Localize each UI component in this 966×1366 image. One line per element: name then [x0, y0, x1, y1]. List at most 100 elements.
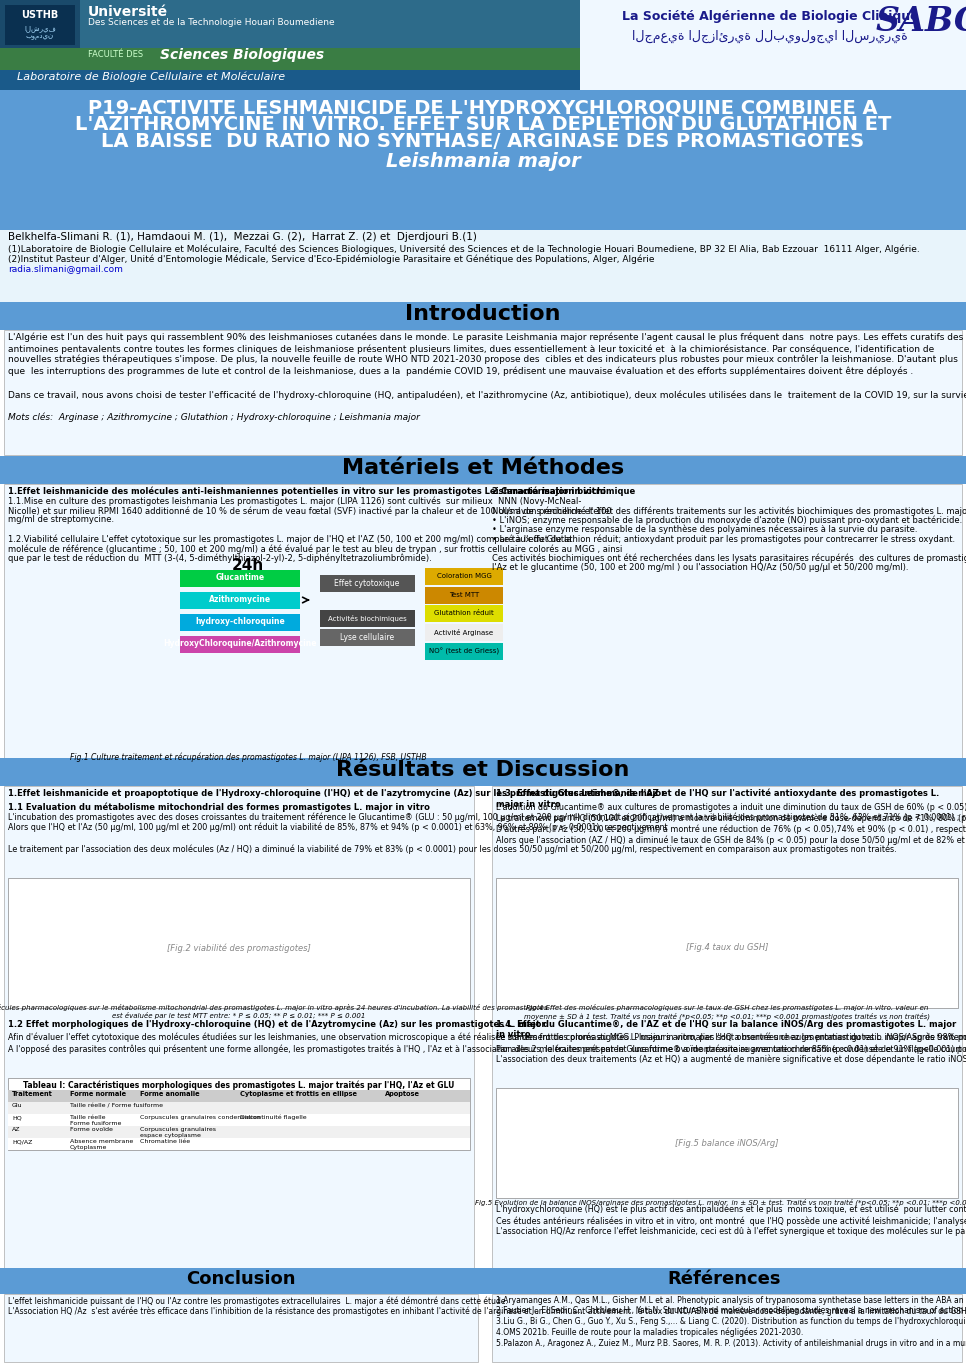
Bar — [0, 758, 966, 785]
Text: • L'iNOS; enzyme responsable de la production du monoxyde d'azote (NO) puissant : • L'iNOS; enzyme responsable de la produ… — [492, 515, 962, 525]
Text: Traitement: Traitement — [12, 1091, 53, 1097]
Text: molécule de référence (glucantime ; 50, 100 et 200 mg/ml) a été évalué par le te: molécule de référence (glucantime ; 50, … — [8, 544, 622, 553]
Bar — [496, 878, 958, 1008]
Text: La Société Algérienne de Biologie Clinique: La Société Algérienne de Biologie Cliniq… — [622, 10, 919, 23]
Text: Nous avons recherché l'effet des différents traitements sur les activités biochi: Nous avons recherché l'effet des différe… — [492, 505, 966, 515]
Text: Taille réelle
Forme fusiforme: Taille réelle Forme fusiforme — [70, 1115, 122, 1126]
Text: Activité Arginase: Activité Arginase — [435, 628, 494, 635]
Text: Résultats et Discussion: Résultats et Discussion — [336, 759, 630, 780]
Text: Apoptose: Apoptose — [385, 1091, 420, 1097]
Bar — [0, 456, 966, 484]
Text: الجمعية الجزائرية للبيولوجيا السريرية: الجمعية الجزائرية للبيولوجيا السريرية — [632, 30, 908, 44]
Text: Des Sciences et de la Technologie Houari Boumediene: Des Sciences et de la Technologie Houari… — [88, 18, 334, 27]
Text: HydroxyChloroquine/Azithromycine: HydroxyChloroquine/Azithromycine — [163, 639, 317, 649]
Text: LA BAISSE  DU RATIO NO SYNTHASE/ ARGINASE DES PROMASTIGOTES: LA BAISSE DU RATIO NO SYNTHASE/ ARGINASE… — [101, 133, 865, 152]
Bar — [8, 878, 470, 1008]
Text: Chromatine liée: Chromatine liée — [140, 1139, 190, 1143]
Text: Fig.4 Effet des molécules pharmacologiques sur le taux de GSH chez les promastig: Fig.4 Effet des molécules pharmacologiqu… — [524, 1004, 930, 1019]
Text: HQ/AZ: HQ/AZ — [12, 1139, 33, 1143]
Bar — [4, 1294, 478, 1362]
Bar — [425, 568, 503, 585]
Text: Références: Références — [668, 1270, 781, 1288]
Text: Matériels et Méthodes: Matériels et Méthodes — [342, 458, 624, 478]
Text: HQ: HQ — [12, 1115, 22, 1120]
Text: Fig.1 Culture traitement et récupération des promastigotes L. major (LIPA 1126),: Fig.1 Culture traitement et récupération… — [70, 753, 426, 761]
Text: L'hydroxychloroquine (HQ) est le plus actif des antipaludéens et le plus  moins : L'hydroxychloroquine (HQ) est le plus ac… — [496, 1205, 966, 1236]
Text: Effet cytotoxique: Effet cytotoxique — [334, 578, 400, 587]
Text: 24h: 24h — [232, 557, 264, 572]
Bar — [580, 0, 966, 90]
Text: Forme normale: Forme normale — [70, 1091, 127, 1097]
Bar — [425, 605, 503, 622]
Text: [Fig.4 taux du GSH]: [Fig.4 taux du GSH] — [686, 944, 768, 952]
Text: mg/ml de streptomycine.: mg/ml de streptomycine. — [8, 515, 114, 525]
Bar — [180, 637, 300, 653]
Text: 1.3. Effet du Glucantime®, de l'AZ et de l'HQ sur l'activité antioxydante des pr: 1.3. Effet du Glucantime®, de l'AZ et de… — [496, 790, 939, 809]
Text: 1.Effet leishmanicide des molécules anti-leishmaniennes potentielles in vitro su: 1.Effet leishmanicide des molécules anti… — [8, 488, 606, 496]
Text: Glucantime: Glucantime — [215, 574, 265, 582]
Bar — [492, 1294, 962, 1362]
Text: Afin d'évaluer l'effet cytotoxique des molécules étudiées sur les leishmanies, u: Afin d'évaluer l'effet cytotoxique des m… — [8, 1033, 966, 1053]
Text: Le traitement des promastigotes L. major in vitro, par l'HQ a montré une augment: Le traitement des promastigotes L. major… — [496, 1033, 966, 1064]
Text: Activités biochimiques: Activités biochimiques — [327, 615, 407, 622]
Text: Glu: Glu — [12, 1102, 22, 1108]
Bar — [8, 1090, 470, 1102]
Text: FACULTÉ DES: FACULTÉ DES — [88, 51, 146, 59]
Bar — [492, 785, 962, 1281]
Text: Belkhelfa-Slimani R. (1), Hamdaoui M. (1),  Mezzai G. (2),  Harrat Z. (2) et  Dj: Belkhelfa-Slimani R. (1), Hamdaoui M. (1… — [8, 232, 477, 242]
Bar — [180, 570, 300, 587]
Text: الشريف
بومدين: الشريف بومدين — [24, 25, 56, 40]
Bar — [0, 0, 580, 90]
Text: Taille réelle / Forme fusiforme: Taille réelle / Forme fusiforme — [70, 1102, 163, 1108]
Bar — [8, 1115, 470, 1126]
Text: Nicolle) et sur milieu RPMI 1640 additionné de 10 % de sérum de veau fœtal (SVF): Nicolle) et sur milieu RPMI 1640 additio… — [8, 505, 611, 515]
Bar — [5, 5, 75, 45]
Text: Introduction: Introduction — [406, 305, 560, 324]
Text: AZ: AZ — [12, 1127, 20, 1132]
Bar — [0, 1268, 483, 1294]
Bar — [320, 611, 415, 627]
Bar — [8, 1078, 470, 1150]
Text: [Fig.5 balance iNOS/Arg]: [Fig.5 balance iNOS/Arg] — [675, 1138, 779, 1147]
Text: Conclusion: Conclusion — [186, 1270, 296, 1288]
Text: 1.4. Effet du Glucantime®, de l'AZ et de l'HQ sur la balance iNOS/Arg des promas: 1.4. Effet du Glucantime®, de l'AZ et de… — [496, 1020, 956, 1040]
Bar — [425, 624, 503, 641]
Text: Leishmania major: Leishmania major — [385, 152, 581, 171]
Text: Tableau I: Caractéristiques morphologiques des promastigotes L. major traités pa: Tableau I: Caractéristiques morphologiqu… — [23, 1081, 455, 1090]
Text: 1.Effet leishmanicide et proapoptotique de l'Hydroxy-chloroquine (l'HQ) et de l': 1.Effet leishmanicide et proapoptotique … — [8, 790, 666, 798]
Text: Discontinuité flagelle: Discontinuité flagelle — [240, 1115, 306, 1120]
Text: L'effet leishmanicide puissant de l'HQ ou l'Az contre les promastigotes extracel: L'effet leishmanicide puissant de l'HQ o… — [8, 1296, 966, 1317]
Text: L'addition du Glucantime® aux cultures de promastigotes a induit une diminution : L'addition du Glucantime® aux cultures d… — [496, 803, 966, 846]
Bar — [4, 785, 474, 1281]
Text: • L'arginase enzyme responsable de la synthèse des polyamines nécessaires à la s: • L'arginase enzyme responsable de la sy… — [492, 525, 918, 534]
Bar — [0, 90, 966, 229]
Bar — [0, 229, 966, 302]
Text: Corpuscules granulaires
espace cytoplasme: Corpuscules granulaires espace cytoplasm… — [140, 1127, 216, 1138]
Bar — [4, 331, 962, 455]
Text: Corpuscules granulaires condensation: Corpuscules granulaires condensation — [140, 1115, 261, 1120]
Text: Azithromycine: Azithromycine — [209, 596, 271, 605]
Text: Absence membrane
Cytoplasme: Absence membrane Cytoplasme — [70, 1139, 133, 1150]
Bar — [8, 1138, 470, 1150]
Text: radia.slimani@gmail.com: radia.slimani@gmail.com — [8, 265, 123, 275]
Text: USTHB: USTHB — [21, 10, 59, 20]
Bar — [180, 591, 300, 609]
Text: 1.Aryamanges A.M., Qas M.L., Gisher M.L et al. Phenotypic analysis of trypanosom: 1.Aryamanges A.M., Qas M.L., Gisher M.L … — [496, 1296, 966, 1348]
Text: Ces activités biochimiques ont été recherchées dans les lysats parasitaires récu: Ces activités biochimiques ont été reche… — [492, 553, 966, 563]
Text: L'Algérie est l'un des huit pays qui rassemblent 90% des leishmanioses cutanées : L'Algérie est l'un des huit pays qui ras… — [8, 333, 963, 376]
Bar — [0, 48, 580, 70]
Text: (2)Institut Pasteur d'Alger, Unité d'Entomologie Médicale, Service d'Eco-Epidémi: (2)Institut Pasteur d'Alger, Unité d'Ent… — [8, 255, 655, 265]
Text: 2.Caractérisation biochimique: 2.Caractérisation biochimique — [492, 488, 636, 496]
Text: Fig.5 Evolution de la balance iNOS/arginase des promastigotes L. major  in ± SD : Fig.5 Evolution de la balance iNOS/argin… — [475, 1198, 966, 1206]
Text: Sciences Biologiques: Sciences Biologiques — [160, 48, 325, 61]
Text: Forme anomalie: Forme anomalie — [140, 1091, 200, 1097]
Bar — [425, 587, 503, 604]
Bar — [0, 302, 966, 331]
Bar — [8, 1102, 470, 1115]
Bar — [320, 628, 415, 646]
Bar — [0, 0, 80, 90]
Text: 1.2 Effet morphologiques de l'Hydroxy-chloroquine (HQ) et de l'Azytromycine (Az): 1.2 Effet morphologiques de l'Hydroxy-ch… — [8, 1020, 546, 1029]
Bar — [180, 613, 300, 631]
Text: Laboratoire de Biologie Cellulaire et Moléculaire: Laboratoire de Biologie Cellulaire et Mo… — [10, 71, 285, 82]
Text: L'incubation des promastigotes avec des doses croissantes du traitement référenc: L'incubation des promastigotes avec des … — [8, 811, 966, 854]
